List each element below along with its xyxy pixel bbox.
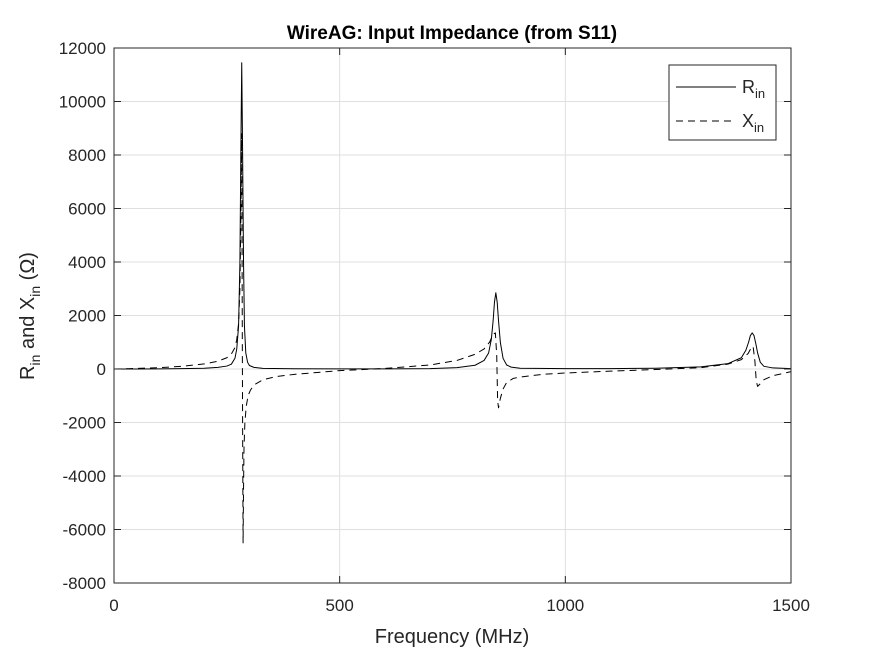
series-line-xin <box>113 133 792 544</box>
series-line-rin <box>113 62 792 370</box>
legend-label-r: Rin <box>742 77 765 101</box>
y-tick-label: 4000 <box>68 253 106 272</box>
y-tick-label: 12000 <box>59 39 106 58</box>
y-tick-label: -6000 <box>63 521 106 540</box>
y-tick-label: 0 <box>97 360 106 379</box>
x-tick-label: 0 <box>109 596 118 615</box>
tick-layer: 0 500 1000 1500 -8000 -6000 -4000 -2000 0 2000 400… <box>59 39 810 615</box>
legend-r-sub: in <box>755 86 765 101</box>
legend-r-main: R <box>742 77 755 97</box>
grid-lines <box>114 48 791 583</box>
x-tick-label: 500 <box>325 596 353 615</box>
y-axis-label: Rin and Xin (Ω) <box>17 252 43 380</box>
y-label-unit: (Ω) <box>17 252 39 286</box>
legend-box <box>668 64 777 141</box>
x-axis-label: Frequency (MHz) <box>375 626 529 648</box>
y-tick-label: 2000 <box>68 307 106 326</box>
y-label-x-sub: in <box>27 286 43 297</box>
y-label-r: R <box>17 366 39 380</box>
y-tick-label: -4000 <box>63 467 106 486</box>
y-label-r-sub: in <box>27 355 43 366</box>
y-tick-label: -2000 <box>63 414 106 433</box>
legend-x-main: X <box>742 111 754 131</box>
y-tick-label: -8000 <box>63 574 106 593</box>
legend-label-x: Xin <box>742 111 764 135</box>
y-tick-label: 10000 <box>59 93 106 112</box>
y-tick-label: 8000 <box>68 146 106 165</box>
x-tick-label: 1000 <box>546 596 584 615</box>
y-tick-label: 6000 <box>68 200 106 219</box>
legend-x-sub: in <box>754 120 764 135</box>
chart-title: WireAG: Input Impedance (from S11) <box>287 23 617 44</box>
y-label-mid: and X <box>17 297 39 355</box>
legend: Rin Xin <box>668 64 777 141</box>
x-tick-label: 1500 <box>772 596 810 615</box>
series-layer <box>113 62 792 544</box>
